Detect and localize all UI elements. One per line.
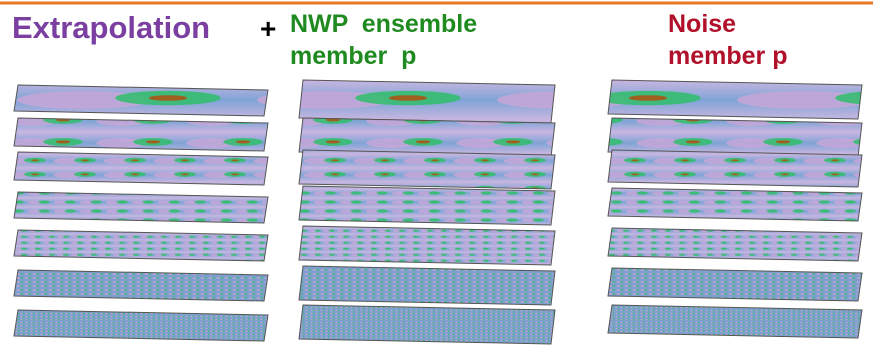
cascade-layers [14,80,862,344]
field-layer [299,186,555,225]
field-layer [299,226,555,265]
field-layer [14,192,268,223]
field-layer [608,305,862,338]
field-layer [14,118,268,151]
field-layer [608,228,862,261]
field-layer [14,310,268,341]
nwp-title: NWP ensemble [290,10,477,38]
field-layer [608,80,862,119]
field-layer [299,266,555,305]
noise-title: member p [668,42,787,70]
diagram: Extrapolation + NWP ensemble member p No… [0,0,873,345]
field-layer [14,152,268,185]
noise-title: Noise [668,10,736,38]
plus-sign: + [260,13,276,44]
field-layer [14,85,268,116]
nwp-title: member p [290,42,416,70]
field-layer [14,270,268,301]
field-layer [608,188,862,221]
field-layer [608,268,862,301]
field-layer [299,305,555,344]
field-layer [299,80,555,123]
field-layer [608,150,862,187]
field-layer [299,150,555,189]
extrapolation-title: Extrapolation [12,10,210,45]
field-layer [14,230,268,261]
